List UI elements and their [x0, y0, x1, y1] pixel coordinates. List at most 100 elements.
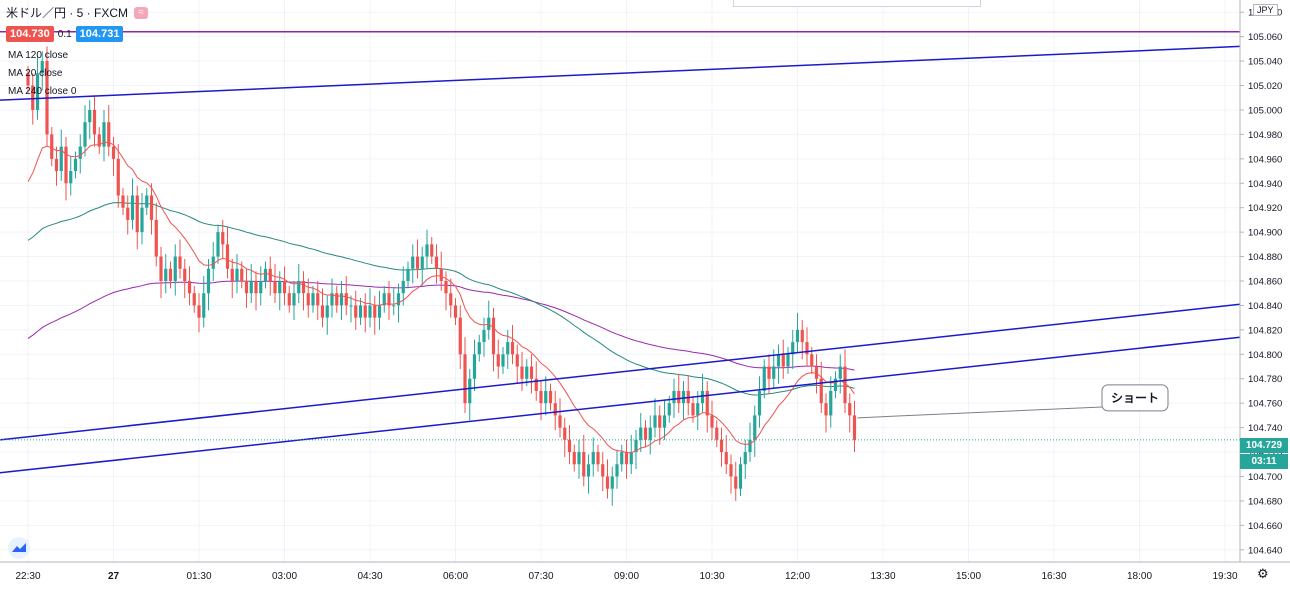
candle-body — [88, 109, 92, 123]
candle-body — [525, 366, 529, 379]
candle-body — [358, 305, 363, 318]
candle-body — [97, 134, 101, 147]
candle-body — [567, 439, 572, 453]
candle-body — [748, 439, 752, 453]
candle-body — [472, 354, 477, 379]
candle-body — [411, 256, 415, 269]
candle-body — [506, 342, 510, 355]
candle-body — [477, 342, 481, 355]
candle-body — [339, 293, 344, 306]
ma240-legend[interactable]: MA 240 close 0 — [8, 86, 77, 97]
candle-body — [449, 293, 453, 306]
candle-body — [316, 293, 320, 306]
candle-body — [838, 366, 842, 379]
candle-body — [254, 281, 258, 294]
candle-body — [373, 305, 377, 318]
candle-body — [715, 427, 719, 440]
candle-body — [634, 439, 638, 453]
price-buttons: 104.730 0.1 104.731 — [6, 26, 124, 42]
candle-body — [767, 366, 771, 379]
callout-box — [1101, 384, 1169, 412]
candle-body — [582, 452, 586, 477]
candle-body — [662, 415, 667, 428]
callout-pointer — [857, 406, 1106, 419]
candle-body — [73, 158, 78, 172]
gear-icon[interactable]: ⚙ — [1257, 566, 1269, 581]
callout-text: ショート — [1111, 391, 1159, 405]
candle-body — [439, 268, 443, 281]
candle-body — [781, 354, 785, 367]
chart-grid — [0, 0, 1240, 562]
candle-body — [814, 366, 819, 379]
candle-body — [620, 452, 624, 465]
sell-button[interactable]: 104.730 — [6, 26, 54, 42]
candle-body — [192, 293, 196, 306]
candle-body — [510, 342, 515, 355]
candle-body — [515, 354, 519, 367]
price-tick-label: 104.780 — [1248, 374, 1282, 385]
candle-body — [420, 256, 424, 269]
ma120-legend[interactable]: MA 120 close — [8, 50, 69, 61]
candle-body — [639, 427, 643, 440]
currency-label[interactable]: JPY — [1253, 4, 1278, 16]
drawn-lines[interactable] — [0, 31, 1241, 474]
price-tick-label: 104.940 — [1248, 179, 1282, 190]
candle-body — [396, 293, 401, 306]
candle-body — [786, 354, 790, 367]
candle-body — [40, 61, 44, 74]
candle-body — [401, 281, 405, 294]
candle-body — [230, 268, 234, 281]
candle-body — [805, 342, 809, 355]
candle-body — [563, 427, 567, 440]
candle-body — [35, 73, 40, 110]
candle-body — [349, 305, 353, 307]
candle-body — [762, 366, 766, 391]
time-tick-label: 09:00 — [614, 571, 639, 582]
candle-body — [287, 293, 291, 306]
time-tick-label: 19:30 — [1212, 571, 1237, 582]
candle-body — [800, 329, 804, 343]
candle-body — [444, 281, 448, 294]
candle-body — [306, 293, 310, 306]
ma20-line — [27, 141, 855, 454]
candle-body — [354, 305, 358, 318]
candle-body — [107, 122, 111, 147]
price-tick-label: 104.820 — [1248, 325, 1282, 336]
price-tick-label: 104.920 — [1248, 203, 1282, 214]
price-axis[interactable]: 105.080105.060105.040105.020105.000104.9… — [1239, 0, 1290, 594]
price-tick-label: 105.020 — [1248, 81, 1282, 92]
candle-body — [819, 378, 823, 404]
candle-body — [221, 232, 225, 245]
symbol-header: 米ドル／円 · 5 · FXCM ≈ — [6, 4, 148, 21]
ma20-legend[interactable]: MA 20 close — [8, 68, 63, 79]
time-tick-label: 07:30 — [528, 571, 553, 582]
candle-body — [292, 293, 296, 306]
candle-body — [154, 219, 158, 257]
ma240-line — [27, 280, 855, 371]
price-tick-label: 104.700 — [1248, 472, 1282, 483]
candle-body — [738, 464, 743, 489]
candle-body — [69, 171, 73, 184]
candle-body — [54, 158, 59, 172]
ma240-path — [27, 280, 855, 371]
time-tick-label: 03:00 — [272, 571, 297, 582]
candle-body — [102, 122, 106, 147]
candle-body — [534, 378, 538, 391]
annotation[interactable]: ショート — [857, 384, 1169, 419]
price-axis-bg — [1240, 0, 1290, 594]
candle-body — [791, 342, 795, 355]
candle-body — [311, 293, 315, 306]
wave-icon[interactable]: ≈ — [134, 6, 148, 19]
buy-button[interactable]: 104.731 — [75, 26, 124, 42]
candle-body — [463, 354, 467, 404]
tradingview-logo-icon[interactable] — [8, 537, 30, 559]
candle-body — [468, 378, 472, 404]
time-axis-bg — [0, 562, 1290, 594]
candle-body — [496, 354, 500, 367]
candle-body — [202, 293, 206, 318]
toolbar-stub — [733, 0, 981, 7]
candle-body — [691, 403, 695, 416]
candle-body — [810, 354, 814, 367]
time-axis[interactable]: 22:30 27 01:30 03:00 04:30 06:00 07:30 09:00 10:… — [0, 561, 1290, 594]
